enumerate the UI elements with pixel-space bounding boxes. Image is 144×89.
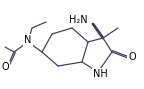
Text: H₂N: H₂N xyxy=(69,15,88,25)
Text: O: O xyxy=(128,52,136,62)
Text: NH: NH xyxy=(93,69,107,79)
Text: N: N xyxy=(24,35,32,45)
Text: O: O xyxy=(1,62,9,72)
